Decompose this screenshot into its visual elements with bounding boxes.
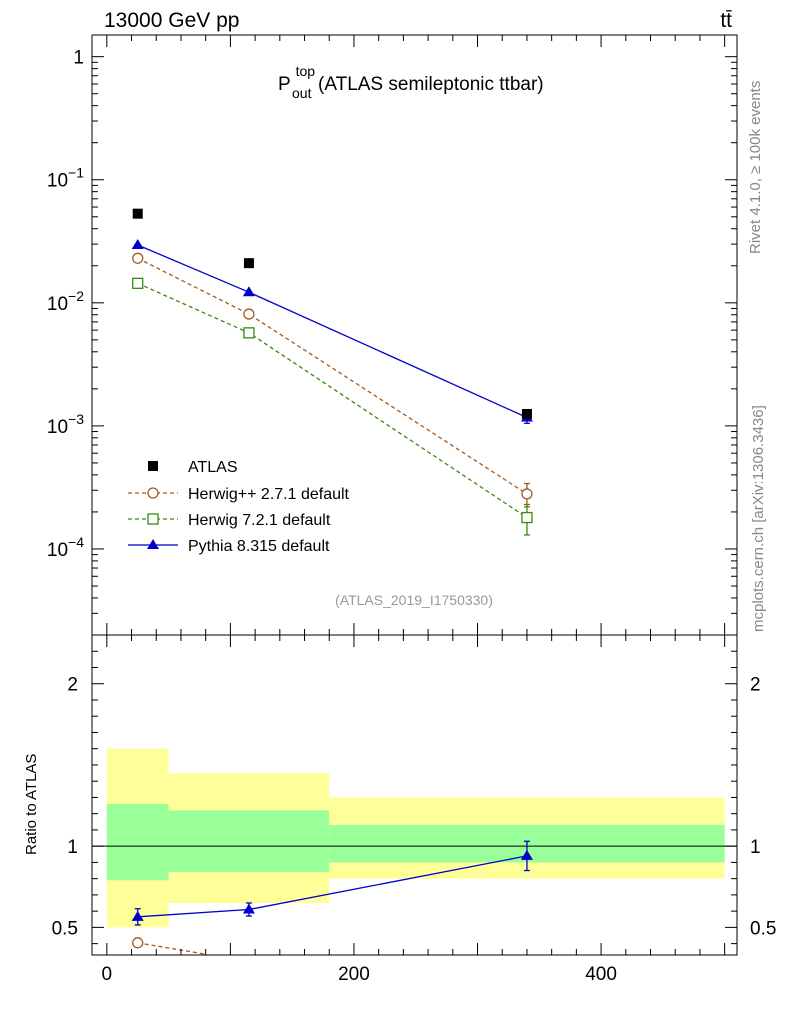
main-y-tick-label: 10−2	[47, 288, 84, 315]
main-series-herwig7	[132, 277, 533, 536]
ratio-y-tick-label-left: 1	[67, 837, 78, 858]
main-point-herwigpp	[521, 488, 533, 500]
main-y-tick-label: 10−4	[47, 534, 84, 561]
main-y-tick-labels: 110−110−210−310−4	[47, 48, 84, 561]
legend-label-herwig7: Herwig 7.2.1 default	[188, 512, 331, 529]
ratio-panel: 2 2 1 1 0.5 0.5 0 200 400 Ratio to ATLAS	[23, 634, 777, 985]
main-panel: 110−110−210−310−4 P top out (ATLAS semil…	[47, 34, 738, 636]
main-point-data	[132, 208, 143, 219]
main-point-herwig7	[521, 511, 533, 524]
main-axis-ticks	[92, 35, 737, 636]
legend-label-pythia: Pythia 8.315 default	[188, 538, 330, 555]
main-y-tick-label-base: 10	[47, 540, 68, 561]
ratio-plot-frame	[91, 634, 738, 956]
plot-title-main: P	[278, 74, 290, 95]
plot-title-superscript: top	[296, 63, 316, 79]
plot-title: P top out (ATLAS semileptonic ttbar)	[278, 60, 544, 103]
process-label: tt̄	[720, 9, 732, 32]
x-tick-label: 0	[102, 964, 113, 985]
legend-entry-herwig7: Herwig 7.2.1 default	[128, 512, 331, 529]
main-y-tick-label: 1	[73, 48, 84, 69]
main-y-tick-label: 10−1	[47, 165, 84, 192]
main-y-tick-label-exponent: −1	[68, 165, 84, 181]
x-tick-label: 200	[338, 964, 370, 985]
main-y-tick-label-exponent: −2	[68, 288, 84, 304]
ratio-series-line-herwigpp	[137, 942, 206, 955]
legend-marker-herwigpp	[147, 487, 159, 499]
ratio-y-tick-label-left: 2	[67, 675, 78, 696]
main-y-tick-label-base: 10	[47, 171, 68, 192]
ratio-series-layer	[131, 840, 533, 955]
ratio-point-herwigpp	[132, 937, 144, 949]
energy-label: 13000 GeV pp	[104, 9, 239, 32]
main-point-data	[243, 258, 254, 269]
main-series-data	[132, 208, 532, 419]
legend-label-herwigpp: Herwig++ 2.7.1 default	[188, 486, 350, 503]
main-y-tick-label-exponent: −3	[68, 411, 84, 427]
main-point-pythia	[242, 286, 255, 297]
main-series-pythia	[131, 238, 533, 424]
legend-entry-herwigpp: Herwig++ 2.7.1 default	[128, 486, 350, 503]
plot-title-rest: (ATLAS semileptonic ttbar)	[318, 74, 544, 95]
ratio-y-tick-label-right: 2	[750, 675, 761, 696]
x-tick-labels: 0 200 400	[102, 964, 617, 985]
ratio-y-tick-labels: 2 2 1 1 0.5 0.5	[52, 675, 777, 940]
legend-entry-atlas: ATLAS	[148, 459, 238, 476]
ratio-y-tick-label-right: 0.5	[750, 918, 776, 939]
main-series-line-herwigpp	[137, 257, 528, 495]
legend-label-atlas: ATLAS	[188, 459, 238, 476]
main-series-line-pythia	[137, 244, 528, 419]
ratio-axis-ticks	[92, 635, 737, 955]
main-series-line-herwig7	[137, 282, 528, 519]
main-point-herwigpp	[243, 308, 255, 320]
ratio-y-tick-label-left: 0.5	[52, 918, 78, 939]
ratio-point-pythia	[242, 903, 255, 914]
ratio-y-axis-label: Ratio to ATLAS	[23, 754, 40, 855]
analysis-label: (ATLAS_2019_I1750330)	[335, 592, 493, 608]
ratio-series-pythia	[131, 840, 533, 926]
main-point-herwig7	[132, 277, 144, 289]
ratio-point-pythia	[520, 849, 533, 860]
ratio-band-inner	[168, 810, 330, 873]
main-point-pythia	[131, 238, 144, 249]
main-y-tick-label-base: 1	[73, 48, 84, 69]
main-series-herwigpp	[132, 252, 533, 508]
main-point-data	[521, 408, 532, 419]
legend-marker-pythia	[147, 539, 159, 549]
main-y-tick-label-base: 10	[47, 294, 68, 315]
main-series-layer	[131, 208, 533, 536]
main-y-tick-label-exponent: −4	[68, 534, 84, 550]
legend-marker-herwig7	[147, 513, 159, 525]
ratio-series-herwigpp	[132, 937, 206, 955]
legend-entry-pythia: Pythia 8.315 default	[128, 538, 330, 555]
legend: ATLAS Herwig++ 2.7.1 default Herwig 7.2.…	[128, 459, 350, 555]
main-point-herwig7	[243, 327, 255, 339]
mcplots-label: mcplots.cern.ch [arXiv:1306.3436]	[750, 405, 767, 632]
main-y-tick-label: 10−3	[47, 411, 84, 438]
x-tick-label: 400	[585, 964, 617, 985]
main-y-tick-label-base: 10	[47, 417, 68, 438]
ratio-uncertainty-bands	[106, 748, 725, 928]
legend-marker-atlas	[148, 461, 158, 471]
plot-title-subscript: out	[292, 85, 312, 101]
ratio-point-pythia	[131, 910, 144, 921]
ratio-y-tick-label-right: 1	[750, 837, 761, 858]
main-point-herwigpp	[132, 252, 144, 264]
ratio-band-inner	[106, 803, 169, 881]
rivet-version-label: Rivet 4.1.0, ≥ 100k events	[747, 81, 764, 254]
